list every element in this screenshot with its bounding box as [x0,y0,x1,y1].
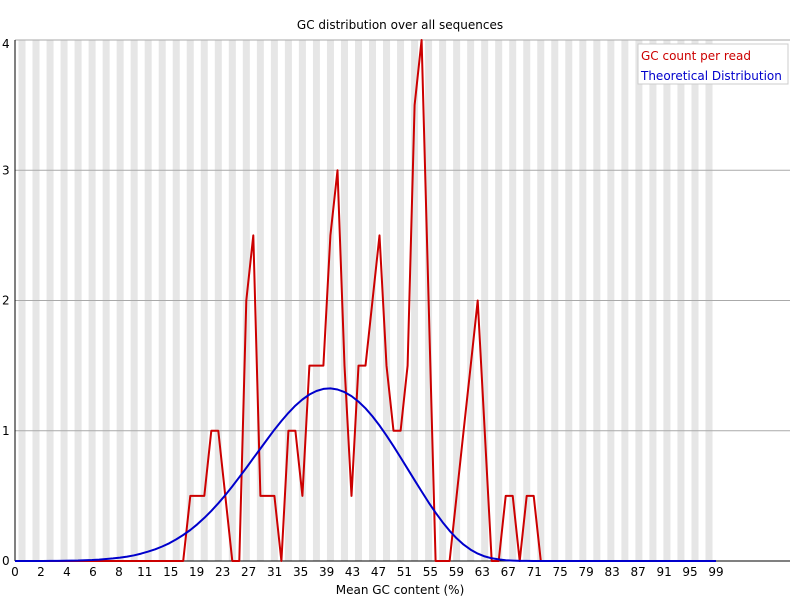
x-tick-label: 6 [89,565,97,579]
x-tick-labels: 0 2 4 6 8 11 15 19 23 27 31 35 39 43 47 51 55 59 63 67 71 75 7… [11,565,723,579]
y-tick-labels: 0 1 2 3 4 [2,37,10,568]
legend-box [637,43,789,85]
y-tick-label: 0 [2,554,10,568]
x-tick-label: 27 [241,565,256,579]
x-tick-label: 67 [501,565,516,579]
x-tick-label: 11 [137,565,152,579]
x-tick-label: 79 [579,565,594,579]
y-tick-label: 2 [2,294,10,308]
legend-entry-theoretical: Theoretical Distribution [640,69,782,83]
legend-entry-gc-count: GC count per read [641,49,751,63]
x-tick-label: 95 [682,565,697,579]
x-tick-label: 0 [11,565,19,579]
x-tick-label: 23 [215,565,230,579]
x-tick-label: 8 [115,565,123,579]
series-lines [15,39,716,562]
x-tick-label: 35 [293,565,308,579]
x-tick-label: 51 [397,565,412,579]
x-tick-label: 71 [527,565,542,579]
x-tick-label: 39 [319,565,334,579]
y-tick-label: 1 [2,424,10,438]
x-tick-label: 87 [630,565,645,579]
x-axis-label: Mean GC content (%) [336,583,465,597]
y-tick-label: 4 [2,37,10,51]
x-tick-label: 91 [656,565,671,579]
x-tick-label: 19 [189,565,204,579]
x-tick-label: 2 [37,565,45,579]
x-tick-label: 75 [553,565,568,579]
x-tick-label: 4 [63,565,71,579]
x-tick-label: 47 [371,565,386,579]
legend: GC count per read Theoretical Distributi… [637,43,789,85]
x-tick-label: 83 [604,565,619,579]
x-tick-label: 63 [475,565,490,579]
chart-title: GC distribution over all sequences [297,18,503,32]
x-tick-label: 99 [708,565,723,579]
x-tick-label: 31 [267,565,282,579]
x-tick-label: 15 [163,565,178,579]
x-tick-label: 43 [345,565,360,579]
y-tick-label: 3 [2,163,10,177]
series-line-theoretical [15,387,716,562]
x-tick-label: 59 [449,565,464,579]
x-tick-label: 55 [423,565,438,579]
